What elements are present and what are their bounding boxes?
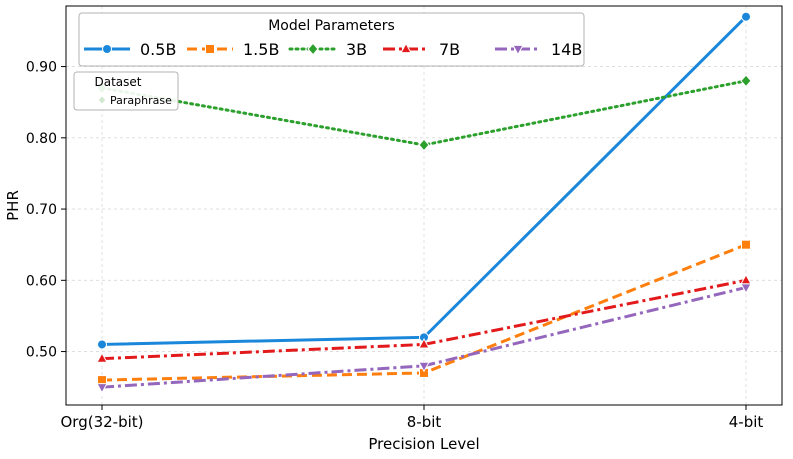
legend-marker: [512, 44, 524, 56]
series-7b: [96, 273, 752, 363]
y-axis-label: PHR: [4, 190, 22, 221]
x-tick-label: Org(32-bit): [60, 413, 143, 431]
legend-items: 0.5B 1.5B 3B 7B 14B: [84, 40, 582, 59]
dataset-legend-title: Dataset: [95, 75, 142, 89]
data-point: [418, 337, 430, 349]
data-point: [97, 339, 107, 350]
x-tick-label: 8-bit: [407, 413, 442, 431]
data-point: [740, 273, 752, 285]
data-point: [96, 352, 108, 363]
data-point: [96, 383, 108, 394]
series-14b: [96, 283, 752, 394]
y-tick-label: 0.60: [26, 273, 57, 289]
x-axis-label: Precision Level: [368, 435, 479, 453]
legend: Model Parameters 0.5B 1.5B 3B 7B 14B: [78, 12, 585, 67]
legend-marker: [205, 44, 215, 54]
legend-item-14b: 14B: [495, 40, 582, 59]
data-point: [418, 138, 430, 152]
data-point: [741, 11, 751, 22]
legend-marker: [102, 44, 112, 54]
x-tick-label: 4-bit: [729, 413, 764, 431]
legend-label: 7B: [439, 40, 460, 59]
legend-title: Model Parameters: [268, 18, 395, 34]
y-tick-label: 0.80: [26, 131, 57, 147]
legend-label: 14B: [551, 40, 582, 59]
legend-item-0-5b: 0.5B: [84, 40, 176, 59]
axes: 0.50 0.60 0.70 0.80 0.90 Org(32-bit) 8-bit 4-bi…: [26, 60, 764, 431]
data-point: [418, 361, 430, 373]
legend-marker: [307, 42, 319, 56]
series-0-5b: [97, 11, 751, 350]
legend-label: 0.5B: [140, 40, 176, 59]
dataset-legend-item: Paraphrase: [97, 94, 172, 107]
legend-marker: [400, 42, 412, 54]
data-point: [741, 239, 751, 250]
legend-item-3b: 3B: [288, 40, 367, 59]
dataset-legend-marker: [97, 94, 107, 106]
legend-label: 3B: [346, 40, 367, 59]
legend-item-1-5b: 1.5B: [187, 40, 279, 59]
y-tick-label: 0.50: [26, 345, 57, 361]
dataset-legend: Dataset Paraphrase: [73, 71, 179, 111]
y-tick-label: 0.70: [26, 202, 57, 218]
dataset-legend-label: Paraphrase: [110, 94, 172, 107]
data-point: [740, 283, 752, 294]
dataset-legend-items: Paraphrase: [97, 94, 172, 107]
legend-label: 1.5B: [243, 40, 279, 59]
grid-lines: [66, 6, 782, 405]
y-tick-label: 0.90: [26, 60, 57, 76]
data-point: [740, 74, 752, 88]
series-layer: [96, 11, 752, 394]
legend-item-7b: 7B: [383, 40, 460, 59]
